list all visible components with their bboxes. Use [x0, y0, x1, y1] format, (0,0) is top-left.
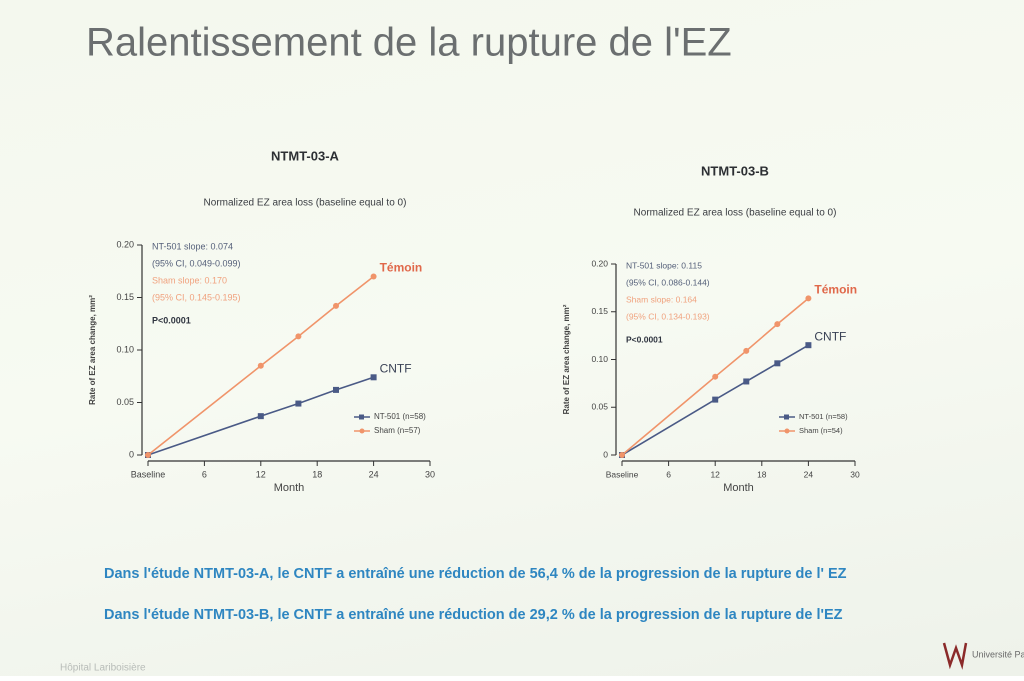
point	[774, 360, 781, 367]
series-end-label: Témoin	[814, 283, 857, 297]
point	[805, 295, 812, 302]
series-end-label: Témoin	[380, 261, 423, 275]
x-tick-label: 18	[757, 469, 767, 479]
point	[257, 413, 264, 420]
y-tick-label: 0.10	[591, 354, 608, 364]
annotation: (95% CI, 0.134-0.193)	[626, 311, 710, 321]
x-axis-label: Month	[274, 482, 305, 494]
x-tick-label: Baseline	[131, 469, 166, 479]
point	[370, 374, 377, 381]
y-axis-label: Rate of EZ area change, mm²	[562, 304, 571, 414]
legend-marker	[784, 428, 790, 434]
series-end-label: CNTF	[380, 361, 412, 375]
point	[619, 452, 625, 458]
legend-label: Sham (n=54)	[799, 426, 843, 435]
y-tick-label: 0.20	[116, 239, 134, 249]
x-tick-label: 24	[369, 469, 379, 479]
y-tick-label: 0.15	[591, 306, 608, 316]
legend-label: NT-501 (n=58)	[374, 412, 426, 421]
x-tick-label: 6	[202, 469, 207, 479]
annotation: P<0.0001	[152, 315, 191, 325]
x-tick-label: 30	[425, 469, 435, 479]
point	[743, 378, 750, 385]
point	[712, 396, 719, 403]
legend-marker	[784, 414, 789, 420]
point	[774, 321, 781, 328]
y-tick-label: 0	[129, 449, 134, 459]
chart-subtitle: Normalized EZ area loss (baseline equal …	[204, 198, 407, 209]
legend-marker	[359, 414, 364, 420]
x-axis-label: Month	[723, 482, 754, 494]
annotation: P<0.0001	[626, 334, 663, 344]
point	[333, 302, 339, 309]
legend-label: Sham (n=57)	[374, 426, 421, 435]
annotation: (95% CI, 0.086-0.144)	[626, 277, 710, 287]
point	[145, 452, 151, 458]
x-tick-label: 12	[256, 469, 266, 479]
chart-title: NTMT-03-A	[271, 148, 340, 163]
y-tick-label: 0.05	[591, 402, 608, 412]
statement: Dans l'étude NTMT-03-A, le CNTF a entraî…	[104, 566, 847, 582]
point	[295, 333, 302, 340]
y-tick-label: 0.05	[116, 397, 134, 407]
point	[370, 273, 377, 280]
y-tick-label: 0	[603, 449, 608, 459]
annotation: (95% CI, 0.145-0.195)	[152, 292, 241, 302]
point	[295, 400, 302, 407]
footer: Hôpital Lariboisière	[60, 663, 146, 674]
point	[805, 342, 812, 349]
annotation: Sham slope: 0.170	[152, 275, 227, 285]
series-end-label: CNTF	[814, 329, 846, 343]
point	[743, 347, 750, 354]
x-tick-label: 30	[850, 469, 860, 479]
point	[257, 362, 264, 369]
point	[333, 386, 339, 393]
legend-marker	[359, 428, 365, 434]
y-tick-label: 0.20	[591, 258, 608, 268]
x-tick-label: 18	[312, 469, 322, 479]
legend-label: NT-501 (n=58)	[799, 412, 848, 421]
chart-title: NTMT-03-B	[701, 163, 769, 178]
statement: Dans l'étude NTMT-03-B, le CNTF a entraî…	[104, 607, 843, 623]
y-tick-label: 0.10	[116, 344, 134, 354]
y-axis-label: Rate of EZ area change, mm²	[88, 295, 97, 405]
annotation: Sham slope: 0.164	[626, 294, 697, 304]
annotation: NT-501 slope: 0.074	[152, 241, 233, 251]
x-tick-label: 6	[666, 469, 671, 479]
slide-title: Ralentissement de la rupture de l'EZ	[86, 21, 732, 65]
logo-text: Université Paris Cité	[972, 649, 1024, 659]
y-tick-label: 0.15	[116, 292, 134, 302]
annotation: (95% CI, 0.049-0.099)	[152, 258, 241, 268]
annotation: NT-501 slope: 0.115	[626, 260, 702, 270]
logo-mark	[942, 642, 968, 670]
point	[712, 373, 719, 380]
x-tick-label: 24	[804, 469, 814, 479]
chart-subtitle: Normalized EZ area loss (baseline equal …	[634, 208, 837, 219]
x-tick-label: Baseline	[606, 469, 639, 479]
x-tick-label: 12	[710, 469, 720, 479]
